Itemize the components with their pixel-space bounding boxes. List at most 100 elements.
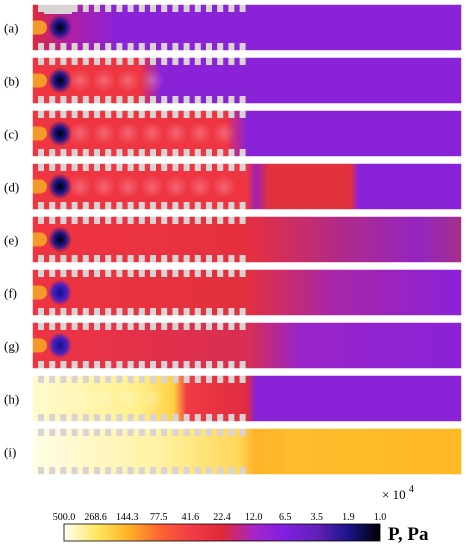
wall-stud xyxy=(138,361,145,369)
wall-stud xyxy=(228,322,235,330)
shock-cell xyxy=(92,386,116,411)
wall-stud xyxy=(116,202,123,210)
wall-stud xyxy=(194,96,201,104)
wall-stud xyxy=(161,269,168,277)
wall-stud xyxy=(49,269,56,277)
wall-stud xyxy=(82,467,89,475)
wall-stud xyxy=(239,269,246,277)
wall-stud xyxy=(150,255,156,263)
wall-stud xyxy=(82,4,89,12)
wall-stud xyxy=(183,57,190,65)
wall-stud xyxy=(38,202,44,210)
panel-d: (d) xyxy=(4,162,463,211)
wall-stud xyxy=(82,149,89,157)
wall-stud xyxy=(49,57,56,65)
colorbar-tick-label: 268.6 xyxy=(84,512,107,523)
wall-stud xyxy=(228,308,235,316)
wall-stud xyxy=(172,163,179,171)
wall-stud xyxy=(217,361,224,369)
nozzle-inlet xyxy=(32,179,47,194)
wall-stud xyxy=(94,269,100,277)
wall-stud xyxy=(116,322,123,330)
wall-stud xyxy=(71,216,78,224)
wall-stud xyxy=(105,149,112,157)
wall-stud xyxy=(49,308,56,316)
wall-stud xyxy=(105,43,112,51)
wall-stud xyxy=(94,202,100,210)
wall-stud xyxy=(138,43,145,51)
wall-stud xyxy=(127,308,134,316)
wall-stud xyxy=(217,43,224,51)
wall-stud xyxy=(217,57,224,65)
wall-stud xyxy=(49,202,56,210)
wall-stud xyxy=(116,57,123,65)
wall-stud xyxy=(172,110,179,118)
wall-stud xyxy=(228,414,235,422)
wall-stud xyxy=(172,269,179,277)
wall-stud xyxy=(206,43,212,51)
wall-stud xyxy=(49,43,56,51)
wall-stud xyxy=(161,428,168,436)
wall-stud xyxy=(127,110,134,118)
wall-stud xyxy=(150,308,156,316)
panel-label: (g) xyxy=(4,339,19,354)
wall-stud xyxy=(206,269,212,277)
wall-stud xyxy=(239,361,246,369)
wall-stud xyxy=(161,322,168,330)
nozzle-inlet xyxy=(32,20,47,35)
panel-border xyxy=(31,56,463,105)
panels-layer: (a) (b) (c) (d) (e) (f) (g) (h) (i) xyxy=(4,3,463,476)
wall-stud xyxy=(194,163,201,171)
colorbar-ticks: 500.0 268.6 144.3 77.5 41.6 22.4 12.0 6.5 3.5 1.9… xyxy=(53,512,387,523)
wall-stud xyxy=(60,163,67,171)
wall-stud xyxy=(217,322,224,330)
wall-stud xyxy=(94,96,100,104)
wall-stud xyxy=(138,322,145,330)
wall-stud xyxy=(127,255,134,263)
wall-stud xyxy=(94,428,100,436)
wall-stud xyxy=(172,255,179,263)
wall-stud xyxy=(116,428,123,436)
wall-stud xyxy=(127,361,134,369)
wall-stud xyxy=(228,361,235,369)
wall-stud xyxy=(105,202,112,210)
colorbar-tick-label: 3.5 xyxy=(311,512,324,523)
shock-cell xyxy=(92,68,116,93)
wall-stud xyxy=(94,57,100,65)
wall-stud xyxy=(49,375,56,383)
wall-stud xyxy=(206,110,212,118)
wall-stud xyxy=(105,216,112,224)
wall-stud xyxy=(127,163,134,171)
wall-stud xyxy=(150,43,156,51)
wall-stud xyxy=(150,269,156,277)
wall-stud xyxy=(94,110,100,118)
wall-stud xyxy=(239,163,246,171)
wall-stud xyxy=(206,428,212,436)
panel-label: (f) xyxy=(4,286,17,301)
wall-stud xyxy=(38,57,44,65)
jet-core xyxy=(48,226,72,253)
wall-stud xyxy=(71,322,78,330)
wall-stud xyxy=(161,361,168,369)
panel-border xyxy=(31,162,463,211)
wall-stud xyxy=(228,255,235,263)
wall-stud xyxy=(71,467,78,475)
shock-cell xyxy=(164,174,188,199)
wall-stud xyxy=(150,361,156,369)
wall-stud xyxy=(60,269,67,277)
wall-stud xyxy=(60,467,67,475)
wall-stud xyxy=(60,361,67,369)
wall-stud xyxy=(60,322,67,330)
wall-stud xyxy=(71,308,78,316)
wall-stud xyxy=(105,57,112,65)
panel-c: (c) xyxy=(4,109,463,158)
wall-stud xyxy=(71,57,78,65)
wall-stud xyxy=(82,110,89,118)
wall-stud xyxy=(105,110,112,118)
panel-border xyxy=(31,321,463,370)
wall-stud xyxy=(138,375,145,383)
panel-h: (h) xyxy=(4,374,463,423)
jet-core xyxy=(48,279,72,306)
wall-stud xyxy=(116,467,123,475)
wall-stud xyxy=(150,428,156,436)
